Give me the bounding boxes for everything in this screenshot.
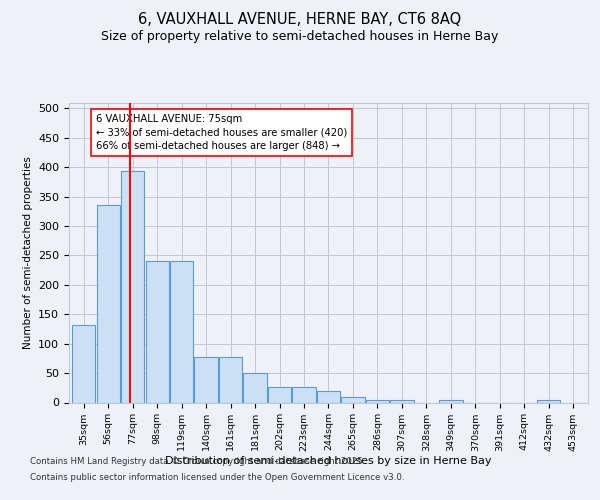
Bar: [268, 386, 291, 402]
Text: Contains HM Land Registry data © Crown copyright and database right 2025.: Contains HM Land Registry data © Crown c…: [30, 458, 365, 466]
Bar: [72, 325, 95, 402]
Y-axis label: Number of semi-detached properties: Number of semi-detached properties: [23, 156, 32, 349]
Text: Size of property relative to semi-detached houses in Herne Bay: Size of property relative to semi-detach…: [101, 30, 499, 43]
Bar: [97, 206, 120, 402]
Text: 6, VAUXHALL AVENUE, HERNE BAY, CT6 8AQ: 6, VAUXHALL AVENUE, HERNE BAY, CT6 8AQ: [139, 12, 461, 28]
Bar: [146, 260, 169, 402]
Bar: [341, 396, 365, 402]
X-axis label: Distribution of semi-detached houses by size in Herne Bay: Distribution of semi-detached houses by …: [165, 456, 492, 466]
Bar: [170, 260, 193, 402]
Bar: [317, 390, 340, 402]
Text: Contains public sector information licensed under the Open Government Licence v3: Contains public sector information licen…: [30, 472, 404, 482]
Bar: [366, 400, 389, 402]
Bar: [244, 373, 266, 402]
Bar: [439, 400, 463, 402]
Text: 6 VAUXHALL AVENUE: 75sqm
← 33% of semi-detached houses are smaller (420)
66% of : 6 VAUXHALL AVENUE: 75sqm ← 33% of semi-d…: [96, 114, 347, 150]
Bar: [537, 400, 560, 402]
Bar: [391, 400, 413, 402]
Bar: [121, 172, 144, 402]
Bar: [194, 357, 218, 403]
Bar: [292, 387, 316, 402]
Bar: [219, 357, 242, 403]
